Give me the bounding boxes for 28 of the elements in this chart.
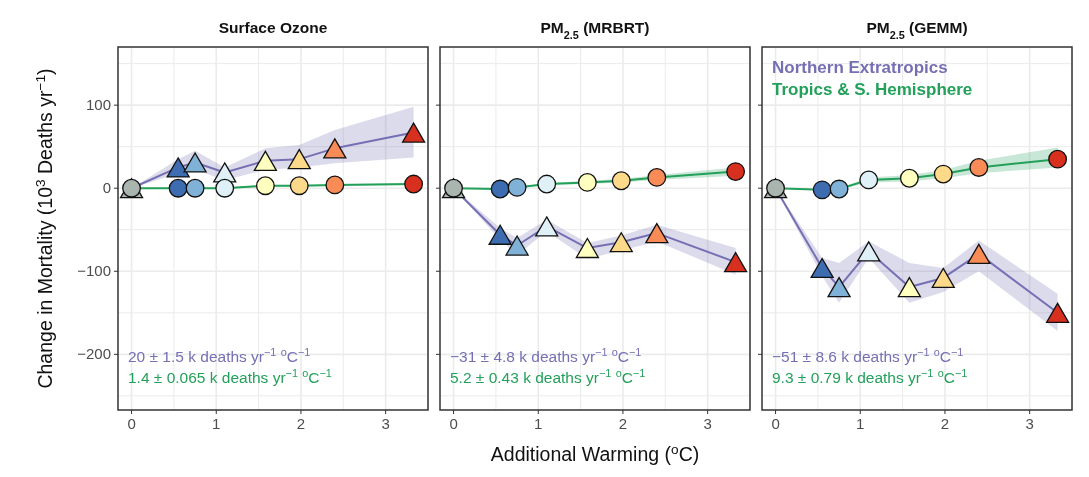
annotation: 5.2 ± 0.43 k deaths yr$^{−1}$ $^{o}$C$^{−1}$	[450, 367, 646, 386]
x-tick-label: 0	[127, 415, 136, 432]
annotation: 9.3 ± 0.79 k deaths yr$^{−1}$ $^{o}$C$^{−1}$	[772, 367, 968, 386]
annotation: −31 ± 4.8 k deaths yr$^{−1}$ $^{o}$C$^{−1}$	[450, 346, 642, 365]
x-tick-label: 2	[940, 415, 950, 432]
y-tick-label: −200	[77, 345, 111, 363]
x-tick-label: 1	[856, 415, 865, 432]
y-tick-label: 100	[85, 96, 111, 114]
text: Northern Extratropics	[772, 58, 948, 77]
x-tick-label: 0	[449, 415, 458, 432]
x-tick-label: 1	[534, 415, 543, 432]
x-tick-label: 3	[381, 415, 390, 432]
y-tick-label: 0	[102, 179, 111, 197]
annotation: 1.4 ± 0.065 k deaths yr$^{−1}$ $^{o}$C$^{−1}$	[128, 367, 332, 386]
chart-title: Surface Ozone	[218, 19, 328, 36]
x-tick-label: 3	[703, 415, 712, 432]
annotation: −51 ± 8.6 k deaths yr$^{−1}$ $^{o}$C$^{−1}$	[772, 346, 964, 365]
x-tick-label: 2	[618, 415, 628, 432]
x-tick-label: 3	[1025, 415, 1034, 432]
chart-title: PM$_{2.5}$ (GEMM)	[866, 19, 968, 41]
annotation: 20 ± 1.5 k deaths yr$^{−1}$ $^{o}$C$^{−1}$	[128, 346, 311, 365]
x-tick-label: 0	[771, 415, 780, 432]
chart-title: PM$_{2.5}$ (MRBRT)	[540, 19, 650, 41]
x-tick-label: 1	[212, 415, 221, 432]
text: Tropics & S. Hemisphere	[772, 80, 973, 99]
x-axis-title: Additional Warming ($^{o}$C)	[490, 441, 700, 465]
y-tick-label: −100	[77, 262, 111, 280]
x-tick-label: 2	[296, 415, 306, 432]
